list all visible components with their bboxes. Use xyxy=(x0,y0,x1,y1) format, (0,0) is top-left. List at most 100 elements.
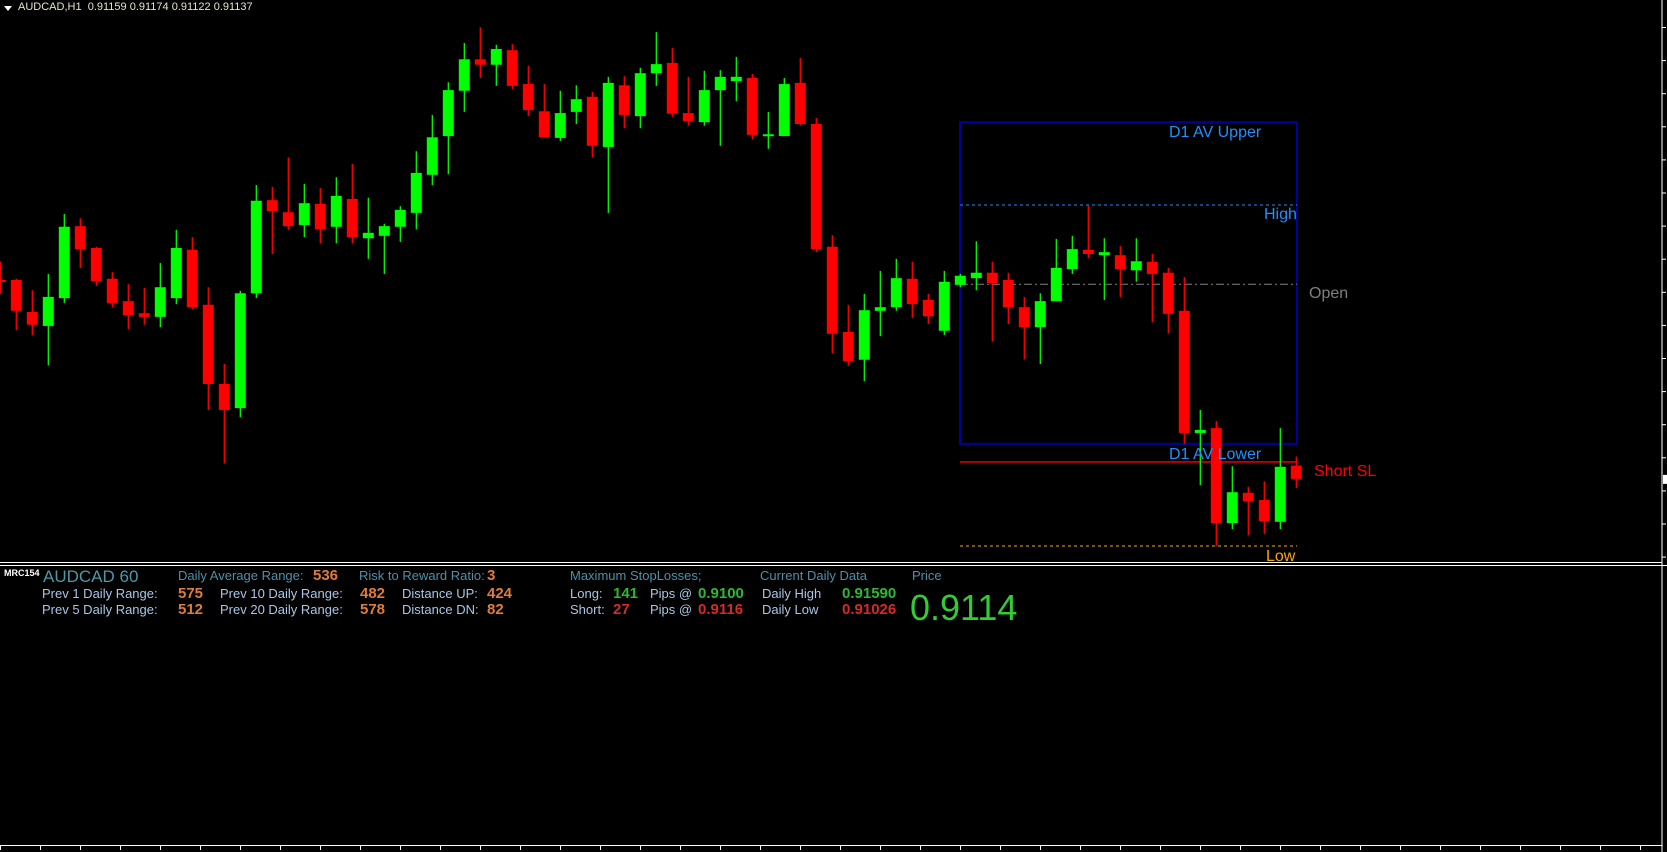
candle-body xyxy=(474,59,486,65)
candle-body xyxy=(106,278,118,303)
bullish-candle xyxy=(1050,238,1062,302)
rr-label: Risk to Reward Ratio: xyxy=(359,568,485,583)
bullish-candle xyxy=(330,177,342,244)
prev20-label: Prev 20 Daily Range: xyxy=(220,602,343,617)
bearish-candle xyxy=(186,237,198,309)
candle-body xyxy=(122,301,134,316)
candle-body xyxy=(1018,307,1030,328)
candle-body xyxy=(1002,279,1014,308)
bullish-candle xyxy=(298,183,310,238)
bullish-candle xyxy=(730,56,742,102)
prev1-label: Prev 1 Daily Range: xyxy=(42,586,158,601)
bearish-candle xyxy=(266,186,278,254)
candle-body xyxy=(986,272,998,283)
candle-body xyxy=(1130,261,1142,271)
daily-avg-range-value: 536 xyxy=(313,567,339,584)
long-label: Long: xyxy=(570,586,603,601)
candle-body xyxy=(74,226,86,250)
candle-body xyxy=(842,331,854,361)
d1-av-lower-label: D1 AV Lower xyxy=(1169,446,1262,463)
candle-body xyxy=(218,383,230,410)
candle-body xyxy=(186,249,198,308)
bearish-candle xyxy=(746,73,758,140)
bullish-candle xyxy=(1130,238,1142,282)
daily-high-label: Daily High xyxy=(762,586,822,601)
candles xyxy=(0,27,1302,547)
candle-body xyxy=(506,50,518,86)
symbol-menu-icon[interactable] xyxy=(4,6,12,11)
bullish-candle xyxy=(58,214,70,303)
bearish-candle xyxy=(74,218,86,268)
dist-up-value: 424 xyxy=(487,585,513,602)
bearish-candle xyxy=(906,261,918,319)
candle-body xyxy=(90,247,102,282)
candle-body xyxy=(634,73,646,117)
high-label: High xyxy=(1264,206,1297,223)
candle-body xyxy=(202,304,214,384)
bearish-candle xyxy=(1002,272,1014,325)
candle-body xyxy=(1226,492,1238,524)
bearish-candle xyxy=(1210,420,1222,547)
bearish-candle xyxy=(1162,267,1174,334)
bullish-candle xyxy=(250,185,262,299)
bullish-candle xyxy=(650,32,662,86)
candle-body xyxy=(250,200,262,294)
bullish-candle xyxy=(554,90,566,141)
current-price-marker xyxy=(1663,474,1667,484)
bearish-candle xyxy=(810,117,822,253)
candle-body xyxy=(906,278,918,305)
candle-body xyxy=(1194,429,1206,433)
candle-body xyxy=(714,76,726,91)
candle-body xyxy=(10,279,22,311)
daily-data-label: Current Daily Data xyxy=(760,568,867,583)
bearish-candle xyxy=(618,76,630,129)
bearish-candle xyxy=(314,188,326,244)
bullish-candle xyxy=(858,293,870,381)
candle-body xyxy=(1146,261,1158,274)
candle-body xyxy=(1258,500,1270,522)
bearish-candle xyxy=(1082,205,1094,259)
candle-body xyxy=(1082,249,1094,254)
candle-body xyxy=(458,59,470,91)
bearish-candle xyxy=(26,290,38,335)
daily-avg-range-label: Daily Average Range: xyxy=(178,568,304,583)
candle-body xyxy=(1178,310,1190,433)
candle-body xyxy=(938,281,950,331)
price-label: Price xyxy=(912,568,942,583)
bullish-candle xyxy=(234,290,246,418)
candle-body xyxy=(650,64,662,74)
bearish-candle xyxy=(682,76,694,126)
bearish-candle xyxy=(1018,296,1030,360)
bullish-candle xyxy=(362,197,374,259)
bullish-candle xyxy=(1066,235,1078,274)
candle-body xyxy=(442,90,454,137)
bullish-candle xyxy=(970,241,982,291)
candle-body xyxy=(138,313,150,317)
candle-body xyxy=(778,84,790,137)
candle-body xyxy=(602,82,614,147)
bearish-candle xyxy=(202,287,214,410)
short-pips: 27 xyxy=(613,601,630,618)
bullish-candle xyxy=(1034,293,1046,365)
rr-value: 3 xyxy=(487,567,496,584)
short-pips-at: Pips @ xyxy=(650,602,693,617)
bearish-candle xyxy=(90,246,102,287)
candle-body xyxy=(26,312,38,325)
bullish-candle xyxy=(634,67,646,129)
bullish-candle xyxy=(458,42,470,112)
bullish-candle xyxy=(378,223,390,274)
candle-body xyxy=(1050,267,1062,302)
daily-low-label: Daily Low xyxy=(762,602,819,617)
candle-body xyxy=(666,62,678,114)
bearish-candle xyxy=(10,278,22,331)
bullish-candle xyxy=(154,263,166,328)
prev20-value: 578 xyxy=(360,601,386,618)
candle-body xyxy=(1162,272,1174,314)
bearish-candle xyxy=(1258,481,1270,534)
candle-body xyxy=(394,209,406,227)
candle-body xyxy=(1114,255,1126,270)
bullish-candle xyxy=(1098,238,1110,300)
candle-body xyxy=(970,272,982,279)
